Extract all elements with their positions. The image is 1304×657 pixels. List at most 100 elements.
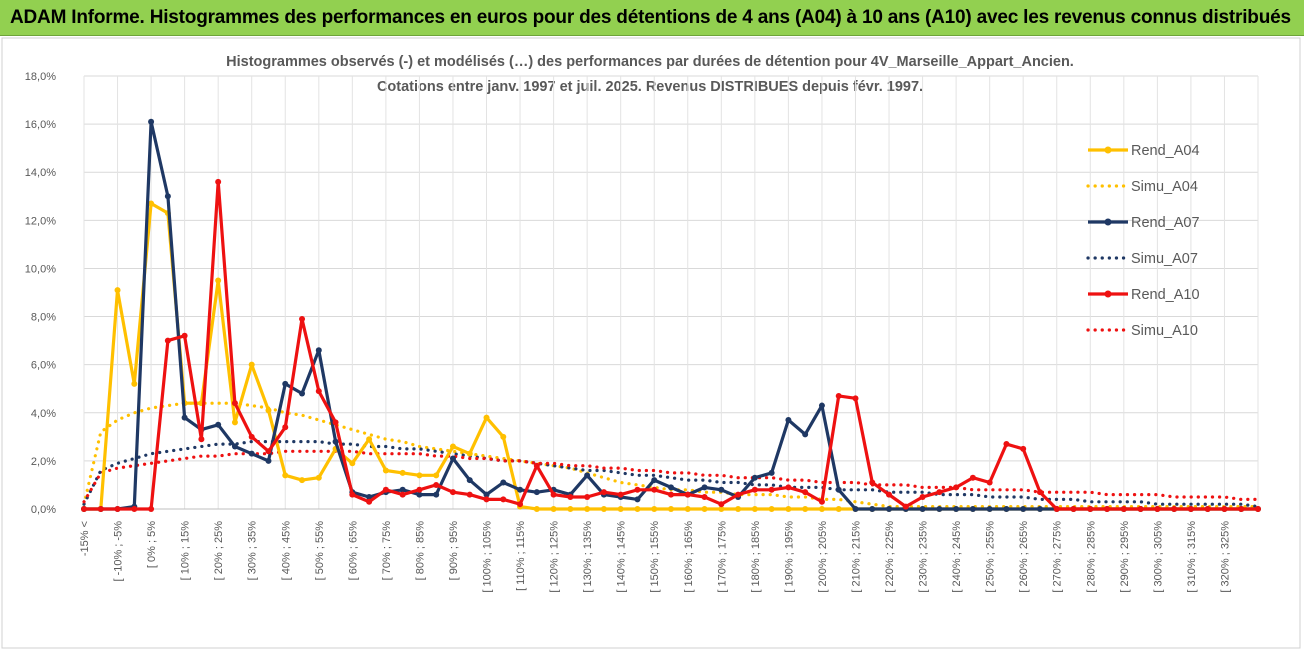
series-rend-a04-point	[366, 436, 373, 443]
x-axis: -15% < [ -10% ; -5% [ 0% ; 5% [ 10% ; 15% [ …	[79, 508, 1258, 593]
series-rend-a07-point	[433, 491, 440, 498]
series-rend-a10-point	[483, 496, 490, 503]
series-rend-a07-point	[399, 486, 406, 493]
x-tick-label: [ -10% ; -5%	[113, 521, 125, 582]
x-tick-label: -15% <	[79, 521, 91, 556]
chart-subtitle: Cotations entre janv. 1997 et juil. 2025…	[377, 79, 923, 95]
series-rend-a10-point	[634, 486, 641, 493]
series-rend-a10-point	[148, 506, 155, 512]
series-rend-a07-point	[299, 390, 306, 397]
series-rend-a04-point	[550, 506, 557, 512]
series-rend-a10-point	[97, 506, 104, 512]
x-tick-label: [ 90% ; 95%	[448, 521, 460, 581]
x-tick-label: [ 100% ; 105%	[482, 521, 494, 593]
series-rend-a07-point	[584, 472, 591, 479]
series-rend-a04-point	[701, 506, 708, 512]
x-tick-label: [ 180% ; 185%	[750, 521, 762, 593]
x-tick-label: [ 280% ; 285%	[1085, 521, 1097, 593]
series-rend-a07-point	[231, 443, 238, 450]
x-tick-label: [ 10% ; 15%	[180, 521, 192, 581]
series-rend-a04-point	[684, 506, 691, 512]
x-tick-label: [ 170% ; 175%	[716, 521, 728, 593]
series-rend-a10-point	[617, 491, 624, 498]
series-rend-a10-point	[466, 491, 473, 498]
series-rend-a10-point	[986, 479, 993, 486]
series-rend-a07-point	[248, 450, 255, 457]
series-rend-a10-point	[1070, 506, 1077, 512]
series-rend-a10-point	[282, 424, 289, 431]
series-rend-a10-point	[399, 491, 406, 498]
series-rend-a10-point	[600, 489, 607, 496]
series-rend-a04-point	[416, 472, 423, 479]
series-rend-a04-point	[533, 506, 540, 512]
series-rend-a07-point	[282, 380, 289, 387]
y-tick-label: 2,0%	[31, 456, 56, 468]
series-rend-a10-point	[231, 400, 238, 407]
series-rend-a04-point	[751, 506, 758, 512]
x-tick-label: [ 70% ; 75%	[381, 521, 393, 581]
series-rend-a07-point	[500, 479, 507, 486]
report-banner: ADAM Informe. Histogrammes des performan…	[0, 0, 1304, 36]
x-tick-label: [ 240% ; 245%	[951, 521, 963, 593]
y-axis: 0,0% 2,0% 4,0% 6,0% 8,0% 10,0% 12,0% 14,0% 16,0%…	[25, 71, 56, 516]
x-tick-label: [ 220% ; 225%	[884, 521, 896, 593]
series-rend-a10-point	[533, 462, 540, 469]
series-rend-a04-point	[567, 506, 574, 512]
series-rend-a04-point	[131, 380, 138, 387]
x-tick-label: [ 0% ; 5%	[146, 521, 158, 568]
series-rend-a04-point	[466, 450, 473, 457]
x-tick-label: [ 30% ; 35%	[247, 521, 259, 581]
series-rend-a07-point	[416, 491, 423, 498]
series-rend-a10-point	[869, 479, 876, 486]
series-rend-a10-point	[886, 491, 893, 498]
y-tick-label: 16,0%	[25, 119, 56, 131]
series-layer	[81, 118, 1261, 512]
chart-title: Histogrammes observés (-) et modélisés (…	[226, 54, 1074, 70]
series-rend-a10-point	[500, 496, 507, 503]
series-rend-a04-point	[600, 506, 607, 512]
series-rend-a10-point	[1036, 489, 1043, 496]
series-rend-a10-point	[1187, 506, 1194, 512]
x-tick-label: [ 210% ; 215%	[850, 521, 862, 593]
series-rend-a07-point	[718, 486, 725, 493]
chart-frame: Histogrammes observés (-) et modélisés (…	[0, 36, 1304, 652]
series-rend-a10-point	[1204, 506, 1211, 512]
y-tick-label: 10,0%	[25, 263, 56, 275]
y-tick-label: 8,0%	[31, 312, 56, 324]
series-rend-a10-point	[1120, 506, 1127, 512]
x-tick-label: [ 300% ; 305%	[1152, 521, 1164, 593]
series-rend-a07-point	[651, 477, 658, 484]
series-rend-a04-point	[299, 477, 306, 484]
series-rend-a10-point	[953, 484, 960, 491]
series-rend-a07-point	[517, 486, 524, 493]
series-rend-a07-point	[332, 438, 339, 445]
x-tick-label: [ 320% ; 325%	[1219, 521, 1231, 593]
series-rend-a04-point	[114, 287, 121, 294]
series-rend-a07-point	[215, 421, 222, 428]
series-rend-a04-point	[634, 506, 641, 512]
legend: Rend_A04 Simu_A04 Rend_A07 Simu_A07 Rend_A10…	[1086, 143, 1200, 339]
series-rend-a10-point	[668, 491, 674, 498]
legend-marker-rend-a10	[1104, 290, 1112, 298]
series-rend-a04-point	[802, 506, 809, 512]
legend-label-simu-a10: Simu_A10	[1131, 323, 1198, 339]
series-rend-a10-point	[785, 484, 792, 491]
series-rend-a10-point	[1137, 506, 1144, 512]
series-rend-a10-point	[584, 493, 591, 500]
x-tick-label: [ 190% ; 195%	[783, 521, 795, 593]
series-rend-a10-point	[818, 498, 825, 505]
series-rend-a10-point	[332, 419, 339, 426]
series-rend-a04-point	[718, 506, 725, 512]
series-rend-a10-point	[1104, 506, 1111, 512]
series-rend-a10-point	[517, 501, 524, 508]
series-rend-a10-point	[433, 481, 440, 488]
series-rend-a04-point	[584, 506, 591, 512]
series-rend-a07-point	[315, 347, 322, 354]
legend-marker-rend-a04	[1104, 146, 1112, 154]
series-rend-a10-point	[1053, 506, 1060, 512]
series-rend-a07-point	[634, 496, 641, 503]
series-rend-a07-point	[919, 506, 926, 512]
series-rend-a04-point	[818, 506, 825, 512]
series-rend-a10-point	[198, 436, 205, 443]
series-rend-a10-point	[1255, 506, 1261, 512]
